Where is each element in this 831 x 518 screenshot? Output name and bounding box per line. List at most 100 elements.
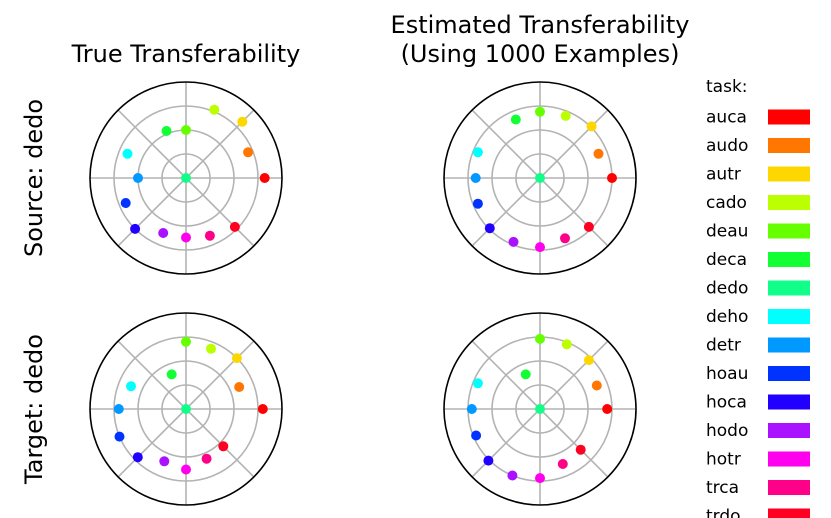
- point-trca: [557, 459, 568, 469]
- point-hodo: [159, 456, 170, 467]
- legend-label-audo: audo: [706, 136, 748, 156]
- point-audo: [234, 382, 245, 392]
- legend-label-hoca: hoca: [706, 393, 747, 413]
- point-hodo: [158, 228, 169, 238]
- grid-spoke-225: [117, 177, 187, 247]
- legend-swatch-deau: [768, 223, 810, 239]
- legend-swatch-dedo: [768, 280, 810, 296]
- polar-panel-3: [89, 312, 283, 506]
- point-hoau: [471, 430, 482, 441]
- point-cado: [209, 104, 220, 115]
- point-hotr: [535, 242, 545, 253]
- point-deca: [166, 369, 177, 380]
- legend-label-hodo: hodo: [706, 421, 748, 441]
- polar-panels: [89, 81, 637, 506]
- legend-label-trdo: trdo: [706, 507, 741, 518]
- grid-spoke-315: [539, 408, 609, 478]
- point-detr: [466, 404, 477, 414]
- point-auca: [259, 173, 270, 183]
- legend-label-deau: deau: [706, 222, 748, 242]
- grid-spoke-135: [471, 109, 541, 179]
- row-label-target: Target: dedo: [20, 334, 48, 485]
- polar-panel-2: [443, 81, 637, 275]
- legend-title: task:: [706, 77, 748, 97]
- point-deca: [520, 369, 531, 380]
- point-cado: [560, 110, 571, 121]
- grid-spoke-225: [471, 408, 541, 478]
- legend-swatch-audo: [768, 138, 810, 153]
- polar-panel-4: [443, 312, 637, 506]
- legend-label-cado: cado: [706, 193, 747, 213]
- point-trdo: [575, 444, 586, 455]
- grid-spoke-225: [117, 408, 187, 478]
- legend-label-trca: trca: [706, 478, 739, 498]
- point-trca: [204, 230, 215, 241]
- legend-swatch-trdo: [768, 508, 810, 518]
- legend-label-hoau: hoau: [706, 364, 748, 384]
- legend-swatch-detr: [768, 337, 810, 353]
- point-trca: [560, 233, 570, 244]
- point-detr: [470, 173, 481, 183]
- polar-frame: [443, 312, 637, 506]
- row-label-source: Source: dedo: [20, 99, 48, 257]
- polar-frame: [443, 81, 637, 275]
- legend-swatch-hodo: [768, 423, 810, 438]
- legend-swatch-deho: [768, 309, 810, 324]
- legend-label-deca: deca: [706, 250, 747, 270]
- grid-spoke-45: [185, 340, 255, 410]
- point-deau: [535, 106, 545, 117]
- point-deho: [122, 148, 133, 159]
- point-deho: [126, 381, 136, 392]
- legend-label-deho: deho: [706, 307, 748, 327]
- point-trdo: [229, 221, 240, 232]
- point-hoca: [483, 455, 494, 466]
- legend-swatch-hoau: [768, 366, 810, 381]
- point-autr: [231, 353, 242, 364]
- point-hodo: [507, 470, 518, 481]
- grid-spoke-225: [471, 177, 541, 247]
- point-hoau: [120, 198, 131, 208]
- legend-swatch-auca: [768, 109, 810, 125]
- point-dedo: [535, 173, 545, 183]
- point-hoca: [132, 452, 143, 463]
- point-deau: [181, 125, 191, 135]
- title-estimated-transferability: Estimated Transferability: [391, 11, 690, 39]
- point-detr: [113, 404, 124, 414]
- point-autr: [586, 121, 597, 132]
- grid-spoke-315: [185, 177, 255, 247]
- legend-label-hotr: hotr: [706, 450, 741, 470]
- legend-swatch-autr: [768, 166, 810, 182]
- point-deho: [472, 378, 483, 389]
- point-autr: [237, 116, 248, 127]
- point-autr: [583, 355, 594, 366]
- point-detr: [133, 173, 143, 183]
- point-dedo: [181, 404, 191, 414]
- point-auca: [607, 173, 617, 183]
- legend-label-autr: autr: [706, 165, 741, 185]
- point-trca: [201, 453, 212, 464]
- point-deau: [181, 336, 191, 347]
- title-using-1000-examples: (Using 1000 Examples): [401, 40, 680, 68]
- polar-frame: [89, 312, 283, 506]
- point-hotr: [181, 464, 191, 475]
- legend-swatch-deca: [768, 252, 810, 267]
- grid-spoke-45: [539, 109, 609, 179]
- point-hoau: [114, 431, 125, 442]
- legend-swatch-trca: [768, 480, 810, 495]
- point-dedo: [181, 173, 191, 183]
- legend-label-detr: detr: [706, 336, 741, 356]
- point-deho: [472, 147, 483, 158]
- point-audo: [591, 380, 602, 391]
- point-hoau: [472, 198, 483, 209]
- point-deau: [535, 333, 545, 344]
- polar-panel-1: [89, 81, 283, 275]
- grid-spoke-135: [471, 340, 541, 410]
- point-auca: [257, 404, 268, 414]
- point-cado: [561, 339, 572, 350]
- point-hoca: [130, 223, 141, 234]
- point-deca: [161, 126, 172, 136]
- legend: auca audo autr cado deau deca dedo deho detr hoau…: [706, 108, 810, 518]
- grid-spoke-315: [539, 177, 609, 247]
- point-hotr: [181, 232, 191, 243]
